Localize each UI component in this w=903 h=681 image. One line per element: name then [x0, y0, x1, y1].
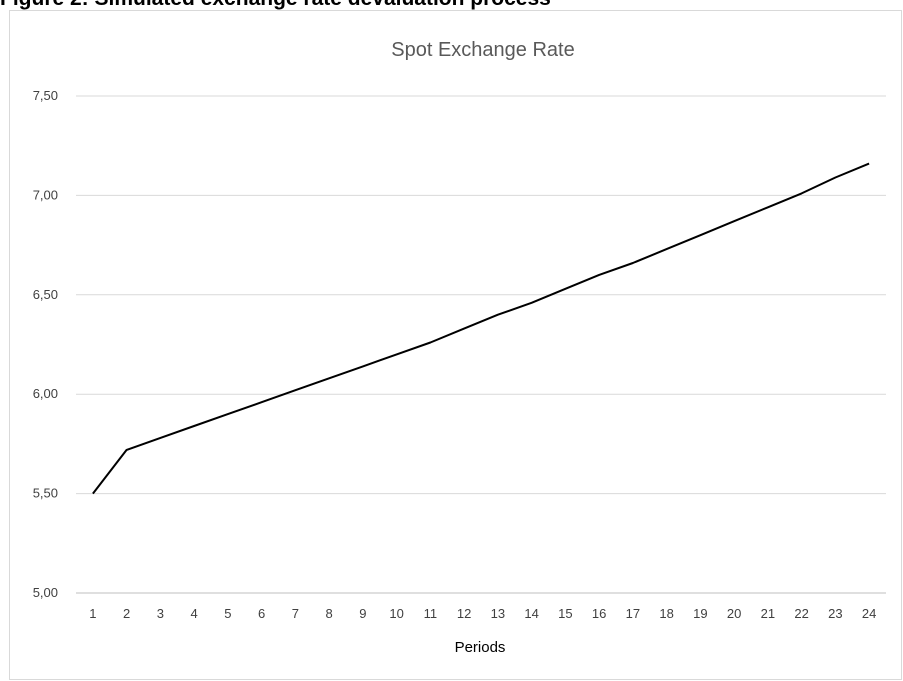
- y-tick-label: 6,50: [33, 287, 58, 302]
- x-tick-label: 20: [727, 606, 741, 621]
- x-tick-label: 11: [424, 606, 438, 621]
- y-tick-label: 6,00: [33, 386, 58, 401]
- x-tick-label: 18: [659, 606, 673, 621]
- x-tick-label: 8: [326, 606, 333, 621]
- series-line: [92, 162, 870, 495]
- x-tick-label: 21: [761, 606, 775, 621]
- x-tick-label: 7: [292, 606, 299, 621]
- x-tick-label: 15: [558, 606, 572, 621]
- y-tick-label: 7,50: [33, 88, 58, 103]
- gridlines: [76, 95, 886, 594]
- x-tick-label: 3: [157, 606, 164, 621]
- x-tick-label: 23: [828, 606, 842, 621]
- x-tick-label: 22: [794, 606, 808, 621]
- x-tick-label: 4: [191, 606, 198, 621]
- figure-caption: Figure 2: Simulated exchange rate devalu…: [0, 0, 903, 10]
- x-axis-ticks: 1 2 3 4 5 6 7 8 9 10 11 12 13 14 15 16 17 18 19 20 21 22 23 24: [89, 606, 876, 621]
- x-tick-label: 2: [123, 606, 130, 621]
- x-tick-label: 19: [693, 606, 707, 621]
- x-tick-label: 1: [89, 606, 96, 621]
- x-tick-label: 17: [626, 606, 640, 621]
- x-tick-label: 9: [359, 606, 366, 621]
- x-tick-label: 16: [592, 606, 606, 621]
- y-tick-label: 5,00: [33, 585, 58, 600]
- x-axis-title: Periods: [455, 639, 506, 656]
- x-tick-label: 6: [258, 606, 265, 621]
- x-tick-label: 14: [524, 606, 538, 621]
- x-tick-label: 13: [491, 606, 505, 621]
- x-tick-label: 24: [862, 606, 876, 621]
- series-group: [92, 162, 870, 495]
- x-tick-label: 5: [224, 606, 231, 621]
- chart-frame: [9, 10, 902, 680]
- chart-title: Spot Exchange Rate: [391, 39, 574, 61]
- x-tick-label: 10: [389, 606, 403, 621]
- y-axis-ticks: 5,00 5,50 6,00 6,50 7,00 7,50: [33, 88, 58, 600]
- y-tick-label: 5,50: [33, 486, 58, 501]
- y-tick-label: 7,00: [33, 187, 58, 202]
- x-tick-label: 12: [457, 606, 471, 621]
